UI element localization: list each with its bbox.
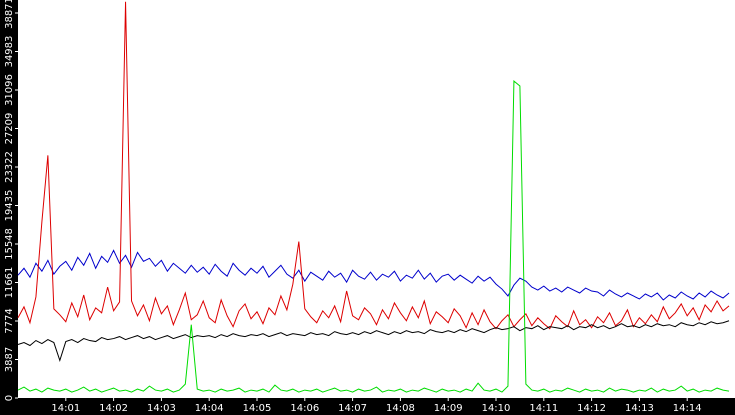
x-tick-label: 14:08 (386, 403, 415, 414)
x-tick-label: 14:06 (290, 403, 319, 414)
x-axis-strip (0, 398, 735, 415)
x-tick-label: 14:14 (673, 403, 702, 414)
y-tick-label: 38871 (4, 0, 15, 29)
x-tick-label: 14:01 (51, 403, 80, 414)
x-tick-label: 14:12 (577, 403, 606, 414)
y-tick-label: 27209 (4, 113, 15, 145)
x-tick-label: 14:11 (529, 403, 558, 414)
x-tick-label: 14:10 (482, 403, 511, 414)
series-line (17, 80, 730, 393)
y-tick-label: 23322 (4, 151, 15, 183)
y-tick-label: 15548 (4, 228, 15, 260)
x-tick-label: 14:03 (147, 403, 176, 414)
x-tick-label: 14:13 (625, 403, 654, 414)
y-axis-strip (0, 0, 18, 415)
y-tick-label: 19435 (4, 190, 15, 222)
x-tick-label: 14:09 (434, 403, 463, 414)
y-tick-label: 34983 (4, 36, 15, 68)
y-tick-label: 0 (4, 395, 15, 401)
y-tick-label: 31096 (4, 74, 15, 106)
x-tick-label: 14:05 (243, 403, 272, 414)
y-tick-label: 7774 (4, 308, 15, 333)
y-tick-label: 3887 (4, 347, 15, 372)
series-line (17, 320, 730, 362)
y-tick-label: 11661 (4, 267, 15, 299)
x-tick-label: 14:07 (338, 403, 367, 414)
x-tick-label: 14:04 (195, 403, 224, 414)
series-line (17, 249, 730, 301)
series-line (17, 1, 730, 330)
x-tick-label: 14:02 (99, 403, 128, 414)
